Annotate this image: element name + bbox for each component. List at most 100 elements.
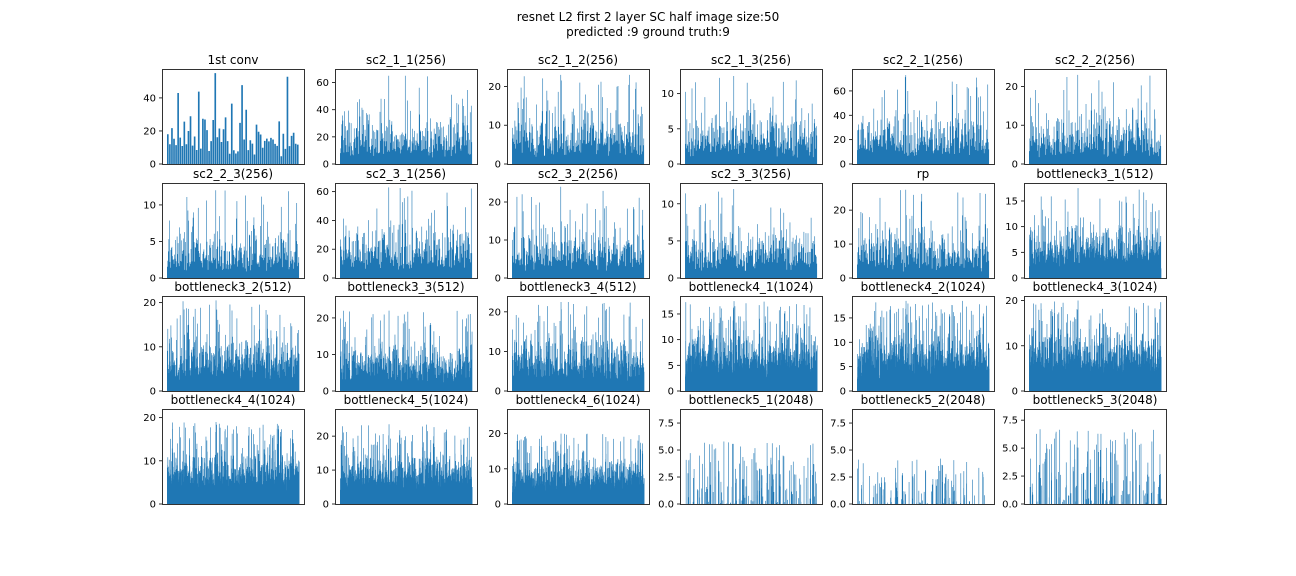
y-tick-label: 20: [1005, 296, 1018, 307]
subplot-title: sc2_3_1(256): [366, 167, 446, 181]
y-tick-label: 20: [143, 413, 156, 424]
subplot-title: bottleneck3_1(512): [1036, 167, 1153, 181]
subplot-title: 1st conv: [207, 53, 258, 67]
y-tick-label: 20: [316, 132, 329, 143]
axes-frame: [507, 69, 650, 165]
subplot-title: sc2_2_2(256): [1055, 53, 1135, 67]
axes-frame: [335, 183, 478, 279]
y-tick-label: 7.5: [658, 419, 674, 430]
y-tick-label: 10: [488, 347, 501, 358]
subplot-title: bottleneck3_4(512): [519, 280, 636, 294]
bar-series: [340, 424, 473, 504]
bar-series: [857, 458, 985, 504]
subplot-title: bottleneck4_3(1024): [1033, 280, 1158, 294]
y-tick-label: 5.0: [658, 446, 674, 457]
axes-frame: [1024, 296, 1167, 392]
subplot-18: bottleneck4_3(1024) 0 10 20: [1005, 280, 1167, 398]
y-tick-label: 5: [668, 236, 674, 247]
y-tick-label: 10: [833, 338, 846, 349]
bar-series: [167, 421, 300, 504]
bar-series: [1029, 74, 1162, 164]
subplot-16: bottleneck4_1(1024) 0 5 10 15: [661, 280, 823, 398]
y-tick-label: 10: [1005, 121, 1018, 132]
y-tick-label: 20: [143, 298, 156, 309]
y-tick-label: 15: [661, 309, 674, 320]
y-tick-label: 0: [1012, 160, 1018, 171]
axes-frame: [162, 183, 305, 279]
subplot-title: bottleneck3_3(512): [347, 280, 464, 294]
y-tick-label: 20: [143, 126, 156, 137]
bars: [340, 75, 473, 164]
bars: [512, 74, 645, 164]
y-tick-label: 0: [840, 160, 846, 171]
axes-frame: [852, 183, 995, 279]
y-tick-label: 0.0: [658, 500, 674, 511]
axes-frame: [335, 296, 478, 392]
y-tick-label: 5: [668, 361, 674, 372]
y-tick-label: 2.5: [1002, 472, 1018, 483]
bar-series: [340, 310, 473, 391]
bar-series: [167, 73, 299, 164]
subplot-title: bottleneck5_1(2048): [689, 393, 814, 407]
bar-series: [340, 187, 473, 278]
subplot-title: bottleneck4_1(1024): [689, 280, 814, 294]
subplot-15: bottleneck3_4(512) 0 10 20: [488, 280, 650, 398]
bars: [512, 433, 645, 504]
subplot-title: sc2_3_2(256): [538, 167, 618, 181]
subplot-23: bottleneck5_2(2048) 0.0 2.5 5.0 7.5: [830, 393, 995, 511]
axes-frame: [852, 296, 995, 392]
bar-series: [1029, 429, 1162, 504]
subplot-12: bottleneck3_1(512) 0 5 10 15: [1005, 167, 1167, 285]
subplot-title: sc2_1_2(256): [538, 53, 618, 67]
axes-frame: [852, 409, 995, 505]
y-tick-label: 10: [661, 335, 674, 346]
y-tick-label: 40: [316, 105, 329, 116]
bar-series: [685, 301, 818, 391]
y-tick-label: 10: [143, 342, 156, 353]
bars: [167, 300, 300, 391]
bars: [512, 301, 645, 391]
axes-frame: [1024, 69, 1167, 165]
y-tick-label: 0: [323, 274, 329, 285]
y-tick-label: 10: [488, 236, 501, 247]
bar-series: [167, 300, 300, 391]
y-tick-label: 10: [1005, 222, 1018, 233]
y-tick-label: 0.0: [830, 500, 846, 511]
subplot-9: sc2_3_2(256) 0 10 20: [488, 167, 650, 285]
bar-series: [512, 301, 645, 391]
subplot-14: bottleneck3_3(512) 0 10 20: [316, 280, 478, 398]
y-tick-label: 0: [668, 387, 674, 398]
subplot-title: bottleneck3_2(512): [174, 280, 291, 294]
y-tick-label: 40: [316, 216, 329, 227]
bars: [340, 310, 473, 391]
bars: [167, 73, 299, 164]
subplot-2: sc2_1_1(256) 0 20 40 60: [316, 53, 478, 171]
subplot-title: rp: [917, 167, 930, 181]
bars: [857, 300, 990, 391]
subplot-title: bottleneck5_2(2048): [861, 393, 986, 407]
y-tick-label: 20: [833, 206, 846, 217]
subplot-1: 1st conv 0 20 40: [143, 53, 305, 171]
y-tick-label: 20: [1005, 82, 1018, 93]
y-tick-label: 20: [316, 245, 329, 256]
y-tick-label: 10: [1005, 341, 1018, 352]
y-tick-label: 20: [488, 198, 501, 209]
bar-series: [685, 441, 817, 504]
axes-frame: [507, 296, 650, 392]
y-tick-label: 0: [495, 500, 501, 511]
bars: [167, 421, 300, 504]
subplot-17: bottleneck4_2(1024) 0 5 10 15: [833, 280, 995, 398]
y-tick-label: 0: [1012, 274, 1018, 285]
y-tick-label: 5: [1012, 248, 1018, 259]
y-tick-label: 15: [1005, 196, 1018, 207]
bar-series: [167, 190, 300, 278]
bar-series: [1029, 300, 1162, 391]
y-tick-label: 60: [316, 78, 329, 89]
axes-frame: [1024, 409, 1167, 505]
bars: [1029, 74, 1162, 164]
y-tick-label: 20: [488, 82, 501, 93]
bars: [1029, 429, 1162, 504]
axes-frame: [507, 409, 650, 505]
y-tick-label: 10: [833, 240, 846, 251]
y-tick-label: 0: [495, 387, 501, 398]
